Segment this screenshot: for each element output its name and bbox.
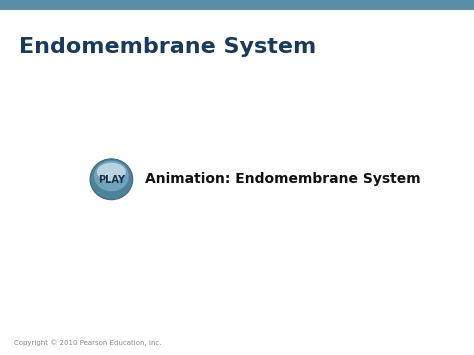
FancyBboxPatch shape [0,0,474,10]
Text: Animation: Endomembrane System: Animation: Endomembrane System [145,172,420,186]
Text: PLAY: PLAY [98,175,125,185]
Ellipse shape [94,161,129,191]
Text: Endomembrane System: Endomembrane System [19,37,316,57]
Ellipse shape [97,163,126,181]
Text: Copyright © 2010 Pearson Education, Inc.: Copyright © 2010 Pearson Education, Inc. [14,339,162,346]
Ellipse shape [90,159,133,200]
